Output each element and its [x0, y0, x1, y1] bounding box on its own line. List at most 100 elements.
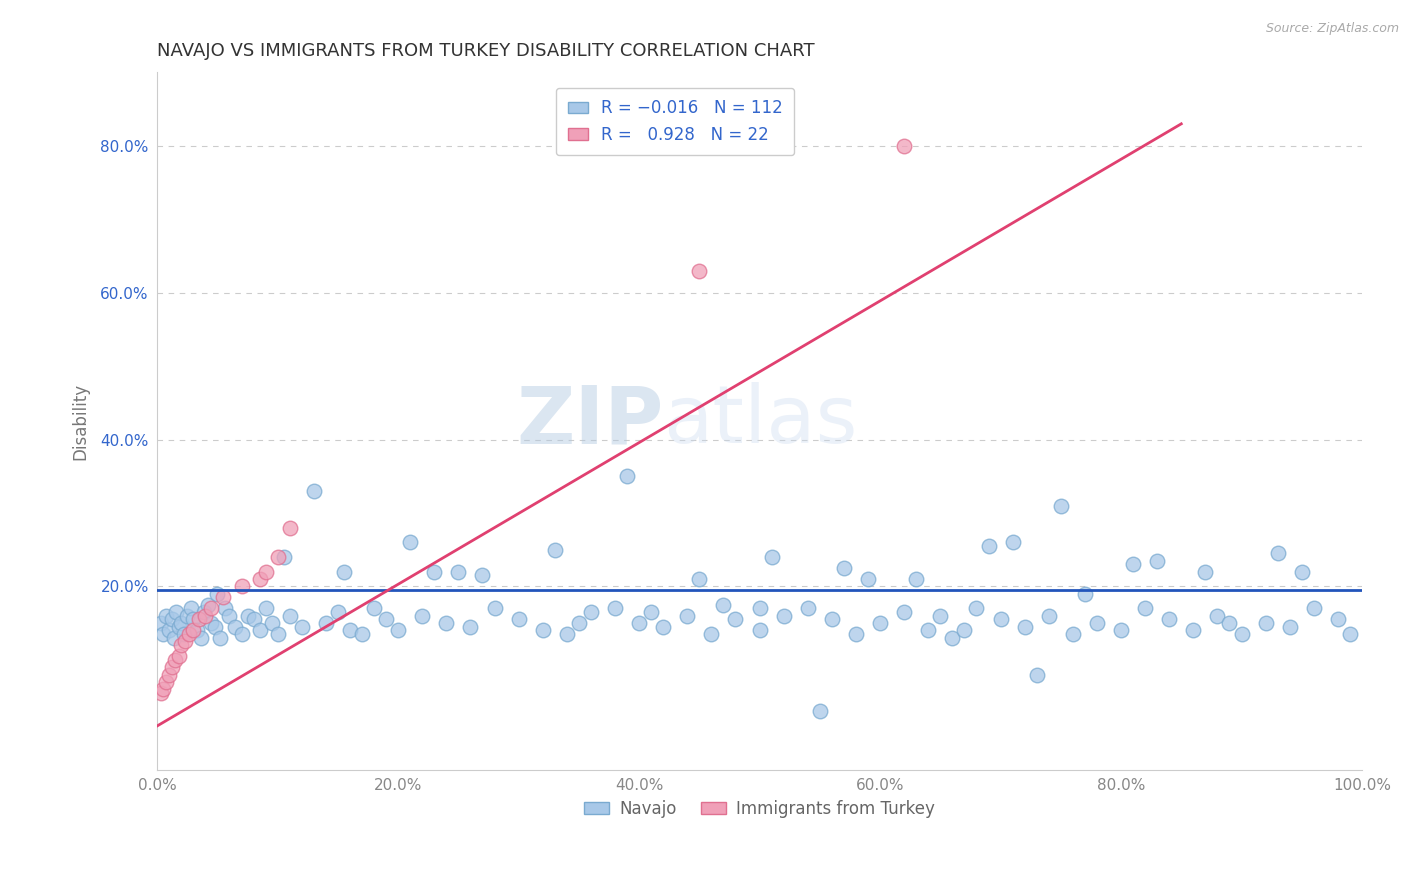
Point: [1339, 627, 1361, 641]
Point: [808, 704, 831, 718]
Point: [170, 638, 193, 652]
Point: [616, 469, 638, 483]
Point: [183, 624, 205, 638]
Point: [278, 521, 301, 535]
Point: [1062, 627, 1084, 641]
Point: [363, 601, 385, 615]
Point: [724, 612, 747, 626]
Y-axis label: Disability: Disability: [72, 383, 89, 459]
Point: [953, 624, 976, 638]
Point: [1049, 499, 1071, 513]
Point: [1302, 601, 1324, 615]
Point: [266, 550, 288, 565]
Point: [832, 561, 855, 575]
Point: [748, 601, 770, 615]
Point: [628, 616, 651, 631]
Point: [200, 616, 222, 631]
Point: [688, 263, 710, 277]
Point: [149, 616, 172, 631]
Legend: Navajo, Immigrants from Turkey: Navajo, Immigrants from Turkey: [578, 793, 942, 824]
Point: [200, 601, 222, 615]
Point: [917, 624, 939, 638]
Point: [160, 660, 183, 674]
Point: [315, 616, 337, 631]
Point: [339, 624, 361, 638]
Point: [460, 620, 482, 634]
Point: [555, 627, 578, 641]
Point: [291, 620, 314, 634]
Point: [1230, 627, 1253, 641]
Point: [821, 612, 844, 626]
Point: [266, 627, 288, 641]
Point: [167, 649, 190, 664]
Point: [165, 653, 187, 667]
Point: [208, 631, 231, 645]
Point: [387, 624, 409, 638]
Point: [713, 598, 735, 612]
Text: atlas: atlas: [664, 382, 858, 460]
Point: [193, 605, 215, 619]
Point: [173, 627, 195, 641]
Text: Source: ZipAtlas.com: Source: ZipAtlas.com: [1265, 22, 1399, 36]
Point: [1014, 620, 1036, 634]
Point: [579, 605, 602, 619]
Point: [152, 627, 174, 641]
Point: [1122, 558, 1144, 572]
Point: [977, 539, 1000, 553]
Point: [447, 565, 470, 579]
Point: [176, 608, 198, 623]
Point: [204, 620, 226, 634]
Point: [224, 620, 246, 634]
Point: [1254, 616, 1277, 631]
Point: [1025, 667, 1047, 681]
Point: [254, 601, 277, 615]
Point: [1291, 565, 1313, 579]
Point: [676, 608, 699, 623]
Point: [249, 572, 271, 586]
Point: [869, 616, 891, 631]
Point: [163, 631, 186, 645]
Point: [333, 565, 356, 579]
Point: [1278, 620, 1301, 634]
Point: [242, 612, 264, 626]
Point: [941, 631, 963, 645]
Point: [399, 535, 422, 549]
Point: [155, 608, 177, 623]
Point: [166, 605, 188, 619]
Point: [160, 612, 183, 626]
Point: [423, 565, 446, 579]
Point: [640, 605, 662, 619]
Point: [326, 605, 349, 619]
Point: [1133, 601, 1156, 615]
Point: [531, 624, 554, 638]
Point: [1194, 565, 1216, 579]
Point: [170, 616, 193, 631]
Point: [183, 612, 205, 626]
Point: [893, 139, 915, 153]
Point: [652, 620, 675, 634]
Point: [218, 608, 240, 623]
Point: [157, 667, 180, 681]
Text: NAVAJO VS IMMIGRANTS FROM TURKEY DISABILITY CORRELATION CHART: NAVAJO VS IMMIGRANTS FROM TURKEY DISABIL…: [157, 42, 815, 60]
Point: [965, 601, 987, 615]
Point: [772, 608, 794, 623]
Point: [761, 550, 783, 565]
Point: [1074, 587, 1097, 601]
Point: [990, 612, 1012, 626]
Point: [174, 634, 197, 648]
Point: [856, 572, 879, 586]
Point: [155, 674, 177, 689]
Point: [893, 605, 915, 619]
Point: [177, 627, 200, 641]
Point: [152, 682, 174, 697]
Text: ZIP: ZIP: [516, 382, 664, 460]
Point: [1109, 624, 1132, 638]
Point: [260, 616, 283, 631]
Point: [190, 631, 212, 645]
Point: [254, 565, 277, 579]
Point: [188, 612, 211, 626]
Point: [1182, 624, 1205, 638]
Point: [929, 608, 952, 623]
Point: [411, 608, 433, 623]
Point: [688, 572, 710, 586]
